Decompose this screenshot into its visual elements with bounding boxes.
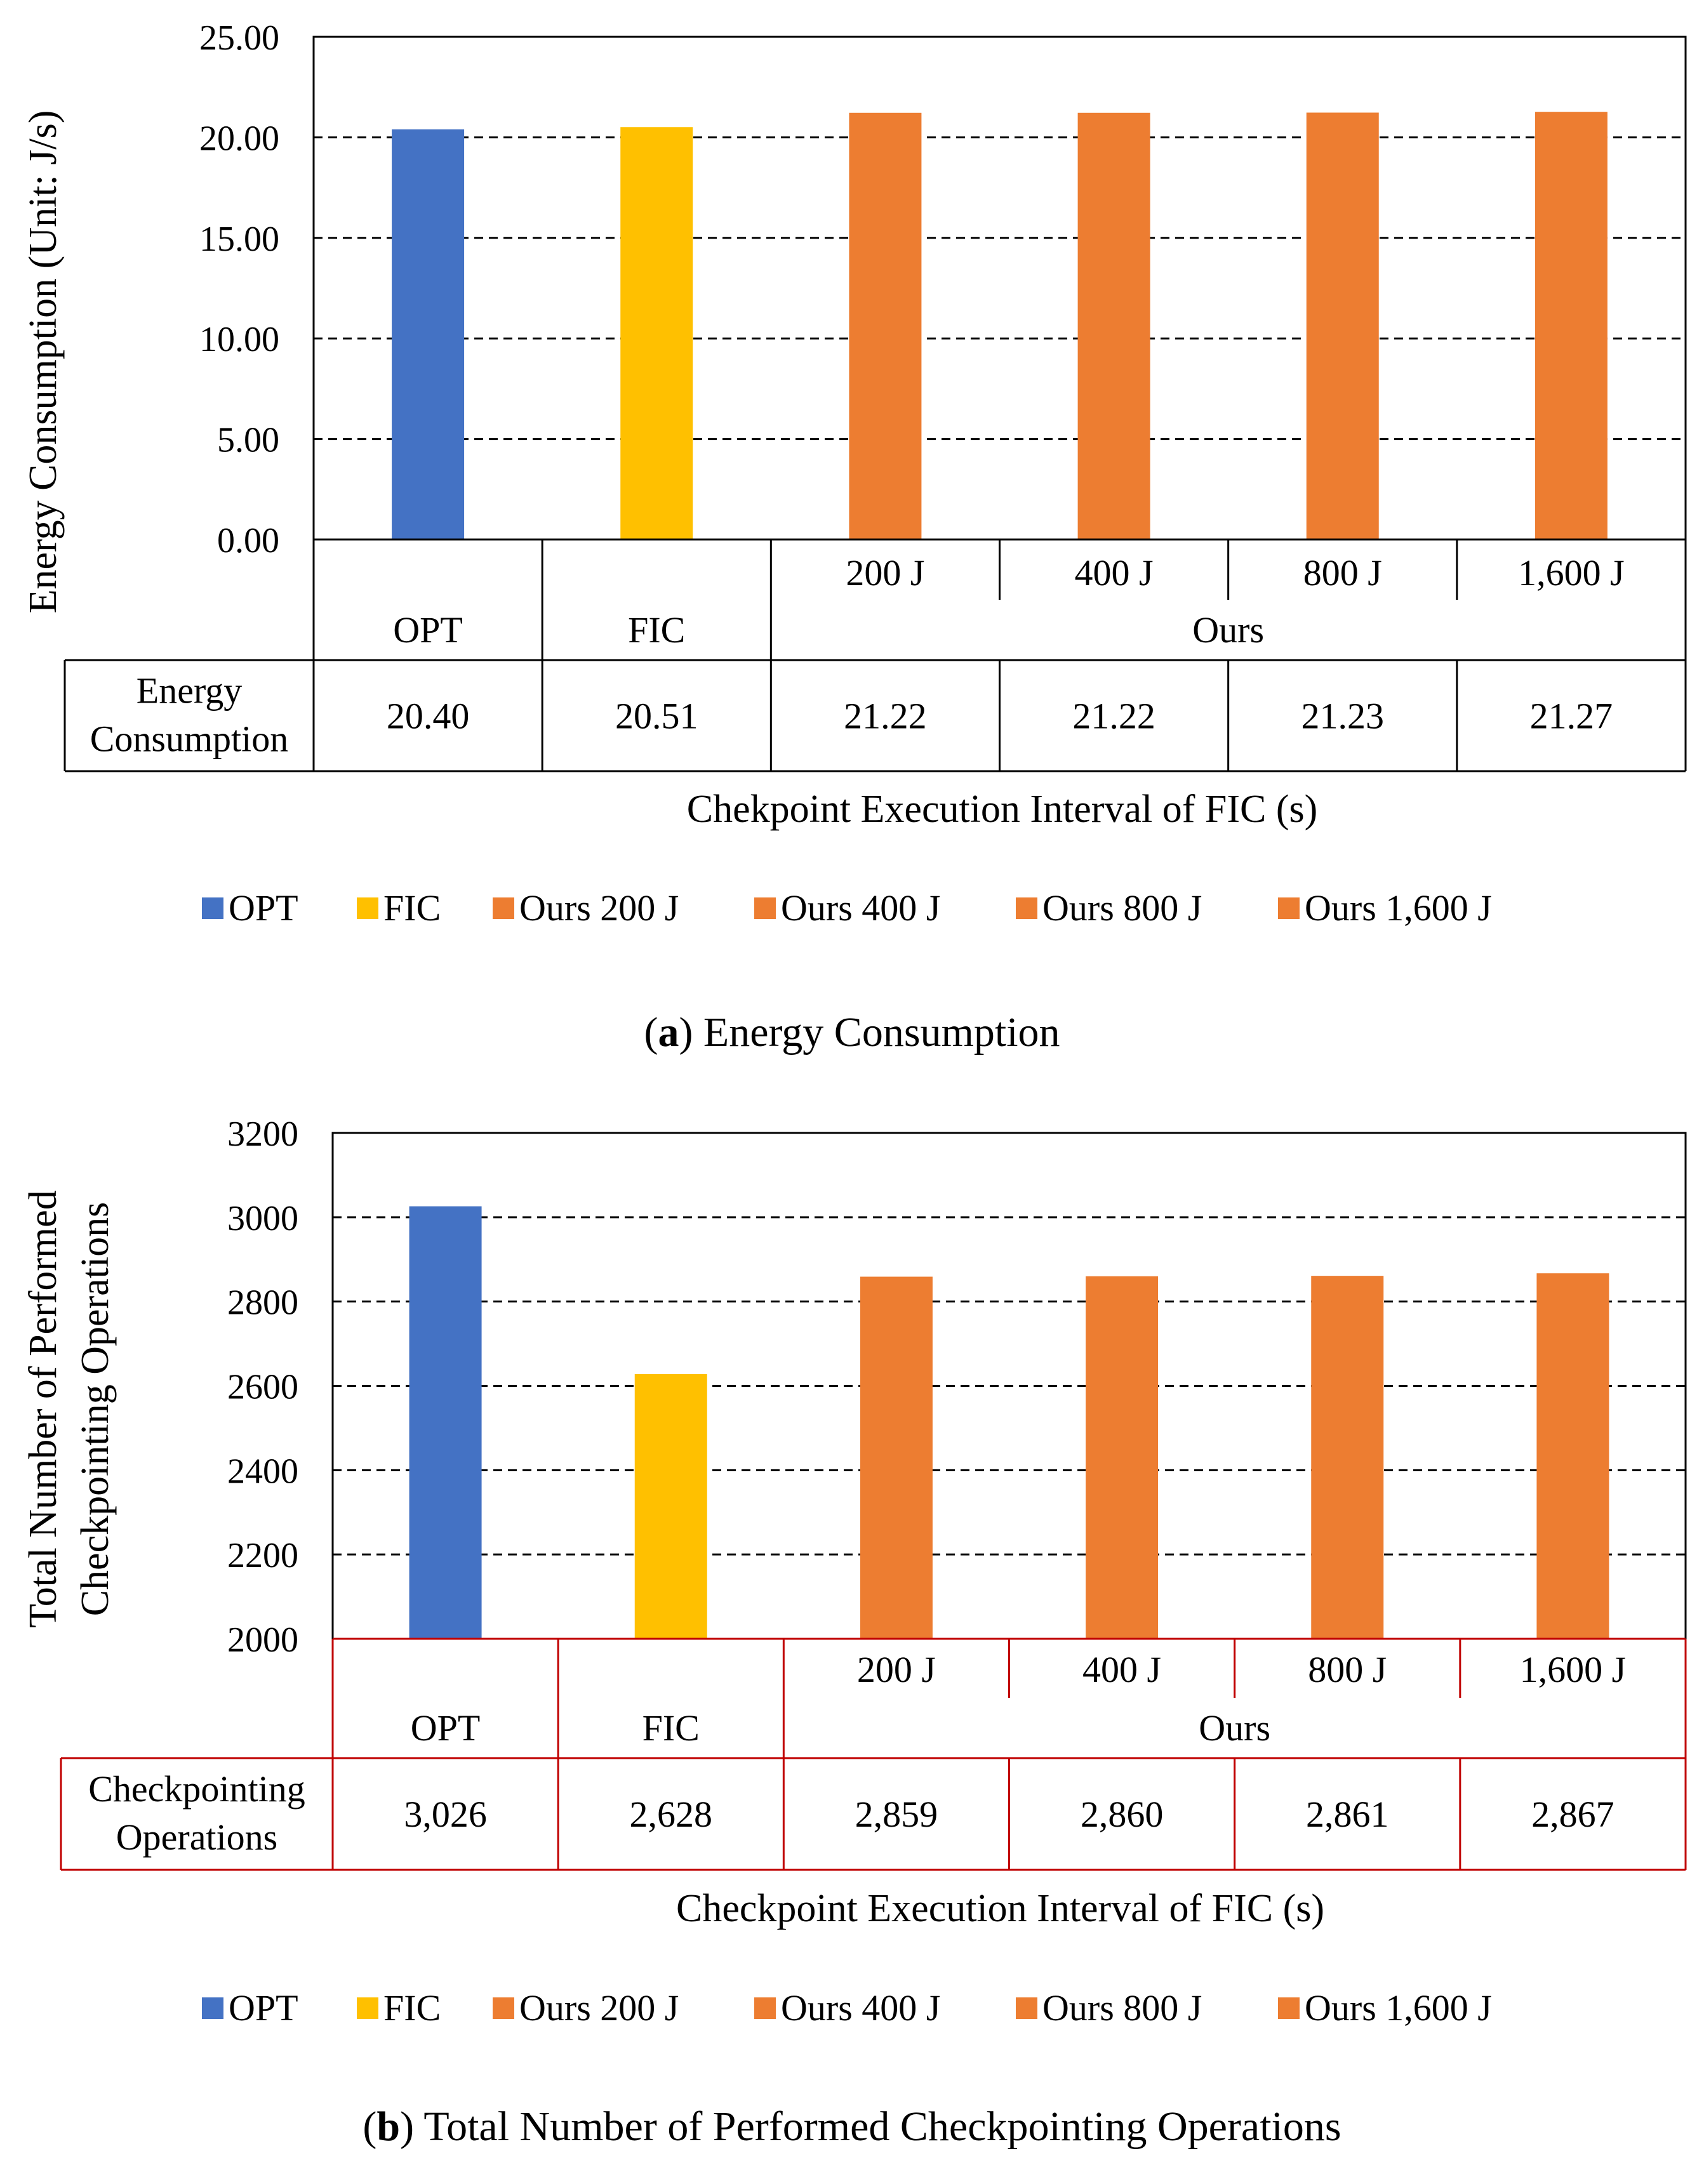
y-tick-label: 3000: [227, 1199, 298, 1238]
y-tick-label: 15.00: [199, 220, 279, 259]
value-label: 2,859: [855, 1794, 938, 1835]
legend-swatch-5: [1016, 1997, 1037, 2019]
bar-3: [849, 112, 922, 540]
value-label: 2,861: [1306, 1794, 1389, 1835]
value-label: 21.22: [1072, 696, 1155, 737]
legend-label-1: OPT: [229, 887, 298, 929]
legend-label-3: Ours 200 J: [519, 887, 679, 929]
legend-label-3: Ours 200 J: [519, 1987, 679, 2028]
category-label: 800 J: [1303, 552, 1382, 593]
category-label: 1,600 J: [1520, 1649, 1627, 1690]
y-axis-label-line1: Total Number of Performed: [22, 1190, 65, 1628]
y-tick-label: 3200: [227, 1115, 298, 1154]
category-label: FIC: [628, 609, 685, 651]
legend-swatch-3: [493, 1997, 514, 2019]
group-label: Ours: [1199, 1707, 1270, 1749]
y-tick-label: 2600: [227, 1368, 298, 1407]
category-label: 200 J: [857, 1649, 936, 1690]
legend-swatch-1: [202, 1997, 223, 2019]
value-label: 21.27: [1530, 696, 1613, 737]
category-label: 400 J: [1075, 552, 1154, 593]
y-tick-label: 2400: [227, 1452, 298, 1491]
figure-caption: (a) Energy Consumption: [644, 1009, 1060, 1056]
value-label: 21.23: [1301, 696, 1385, 737]
category-label: 1,600 J: [1518, 552, 1625, 593]
legend-label-2: FIC: [383, 1987, 441, 2028]
legend-swatch-2: [357, 1997, 378, 2019]
legend-swatch-6: [1278, 897, 1300, 919]
y-axis-label-line2: Checkpointing Operations: [74, 1202, 117, 1617]
legend-swatch-5: [1016, 897, 1037, 919]
bar-4: [1077, 112, 1150, 540]
legend-swatch-2: [357, 897, 378, 919]
legend-label-6: Ours 1,600 J: [1305, 1987, 1492, 2028]
figure-caption: (b) Total Number of Performed Checkpoint…: [363, 2103, 1341, 2150]
y-tick-label: 2800: [227, 1283, 298, 1323]
bar-4: [1086, 1276, 1159, 1639]
legend-label-6: Ours 1,600 J: [1305, 887, 1492, 929]
value-label: 2,860: [1081, 1794, 1164, 1835]
value-label: 2,867: [1531, 1794, 1614, 1835]
value-label: 21.22: [844, 696, 927, 737]
legend-swatch-1: [202, 897, 223, 919]
y-tick-label: 2000: [227, 1620, 298, 1660]
legend-label-2: FIC: [383, 887, 441, 929]
y-tick-label: 0.00: [217, 521, 279, 560]
legend-swatch-4: [754, 897, 776, 919]
value-label: 20.51: [615, 696, 698, 737]
plot-frame: [312, 36, 1687, 541]
legend-label-5: Ours 800 J: [1042, 1987, 1202, 2028]
legend-label-1: OPT: [229, 1987, 298, 2028]
legend-swatch-6: [1278, 1997, 1300, 2019]
row-header-line1: Checkpointing: [88, 1768, 305, 1810]
row-header-line2: Operations: [116, 1817, 278, 1858]
category-label: 400 J: [1082, 1649, 1161, 1690]
legend-label-5: Ours 800 J: [1042, 887, 1202, 929]
bar-1: [409, 1206, 482, 1639]
y-tick-label: 5.00: [217, 421, 279, 460]
category-label: OPT: [411, 1707, 481, 1749]
x-axis-label: Checkpoint Execution Interval of FIC (s): [676, 1887, 1324, 1930]
chart-checkpointing-operations: 2000 2200 2400 2600 2800 3000 3200 OPT FIC 200 J 4…: [22, 1115, 1687, 2150]
legend-swatch-3: [493, 897, 514, 919]
category-label: 200 J: [846, 552, 924, 593]
bar-6: [1534, 112, 1607, 540]
value-label: 3,026: [404, 1794, 487, 1835]
legend-label-4: Ours 400 J: [781, 1987, 940, 2028]
legend-label-4: Ours 400 J: [781, 887, 940, 929]
bar-5: [1306, 112, 1379, 539]
bar-2: [634, 1373, 707, 1639]
y-tick-label: 25.00: [199, 18, 279, 58]
y-tick-label: 2200: [227, 1536, 298, 1575]
bar-1: [392, 129, 465, 539]
group-label: Ours: [1192, 609, 1264, 651]
category-label: 800 J: [1308, 1649, 1387, 1690]
bar-6: [1536, 1273, 1609, 1639]
bar-2: [620, 127, 693, 540]
row-header-line1: Energy: [136, 670, 242, 711]
y-tick-label: 20.00: [199, 119, 279, 158]
bar-3: [860, 1276, 933, 1639]
category-label: FIC: [642, 1707, 700, 1749]
row-header-line2: Consumption: [90, 718, 289, 760]
y-axis-label: Energy Consumption (Unit: J/s): [22, 110, 65, 614]
x-axis-label: Chekpoint Execution Interval of FIC (s): [687, 788, 1318, 831]
legend-swatch-4: [754, 1997, 776, 2019]
category-label: OPT: [393, 609, 463, 651]
chart-energy-consumption: 0.00 5.00 10.00 15.00 20.00 25.00 OPT FIC 200 J 4…: [22, 18, 1687, 1056]
value-label: 2,628: [630, 1794, 713, 1835]
y-tick-label: 10.00: [199, 320, 279, 359]
bar-5: [1311, 1276, 1384, 1639]
value-label: 20.40: [387, 696, 470, 737]
